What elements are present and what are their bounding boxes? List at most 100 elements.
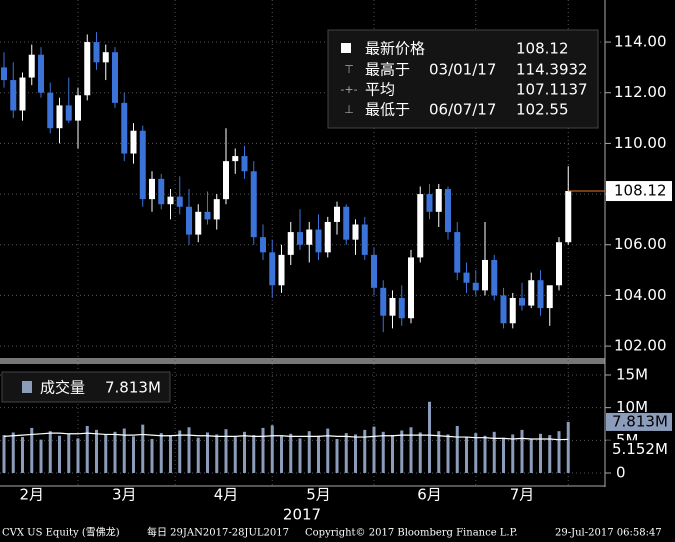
volume-bar	[113, 431, 117, 473]
candle-body	[306, 229, 313, 245]
volume-bar	[261, 427, 265, 473]
volume-bar	[502, 437, 505, 473]
volume-bar	[474, 433, 478, 473]
legend-icon	[341, 43, 351, 53]
candle-body	[343, 206, 350, 240]
volume-bar	[224, 429, 228, 473]
volume-bar	[298, 438, 302, 473]
legend-value: 107.1137	[516, 81, 588, 99]
volume-bar	[215, 434, 219, 473]
latest-price-tag	[606, 181, 672, 202]
candle-body	[500, 295, 507, 324]
volume-average-line	[3, 432, 569, 441]
candle-body	[445, 189, 451, 233]
y-tick-label: 104.00	[614, 286, 667, 304]
volume-bar	[437, 431, 441, 473]
legend-value: 102.55	[516, 101, 569, 119]
candle-body	[47, 92, 54, 129]
volume-bar	[141, 424, 145, 473]
candle-body	[158, 178, 165, 205]
volume-bar	[326, 428, 330, 473]
volume-bar	[30, 427, 34, 473]
y-tick-label: 112.00	[614, 83, 667, 101]
legend-value: 108.12	[516, 40, 569, 58]
volume-bar	[95, 429, 98, 473]
candle-body	[426, 194, 433, 212]
x-tick-label: 4月	[214, 486, 239, 504]
legend-label: 最新价格	[365, 40, 425, 58]
candle-body	[371, 254, 377, 288]
volume-bar	[511, 434, 515, 473]
volume-bar	[289, 433, 293, 473]
legend-label: 平均	[365, 81, 395, 99]
volume-bar	[307, 431, 311, 473]
candle-body	[204, 211, 211, 220]
y-tick-label: 102.00	[614, 337, 667, 355]
footer-copyright: Copyright© 2017 Bloomberg Finance L.P.	[305, 528, 518, 539]
candle-body	[213, 199, 220, 220]
candle-body	[491, 259, 498, 296]
candle-body	[287, 232, 294, 255]
candle-body	[10, 80, 17, 111]
candle-body	[361, 224, 368, 255]
candle-body	[482, 259, 488, 291]
candle-body	[130, 130, 137, 154]
volume-bar	[317, 435, 320, 473]
legend-label: 最高于	[365, 61, 410, 79]
volume-bar	[548, 435, 552, 473]
candle-body	[167, 196, 174, 205]
candle-body	[528, 280, 535, 306]
y-tick-label: 114.00	[614, 33, 667, 51]
volume-bar	[446, 434, 450, 473]
x-tick-label: 6月	[417, 486, 442, 504]
candle-body	[278, 254, 285, 286]
candle-body	[463, 272, 470, 283]
candle-body	[223, 161, 229, 200]
legend-value: 114.3932	[516, 61, 588, 79]
candle-body	[112, 52, 118, 103]
candle-body	[121, 102, 128, 154]
volume-bar	[539, 433, 542, 473]
legend-date: 03/01/17	[429, 61, 496, 79]
volume-bar	[39, 439, 43, 473]
candle-body	[1, 67, 7, 81]
candle-body	[38, 54, 44, 93]
latest-price-label: 108.12	[614, 182, 667, 200]
candle-body	[435, 189, 442, 212]
candle-body	[324, 221, 331, 253]
x-tick-label: 2月	[19, 486, 44, 504]
volume-bar	[76, 438, 80, 473]
candle-body	[565, 191, 572, 243]
volume-bar	[354, 434, 357, 473]
volume-bar	[196, 437, 200, 473]
volume-bar	[465, 437, 468, 473]
legend-icon: ⊤	[344, 63, 354, 76]
x-tick-label: 7月	[510, 486, 535, 504]
candle-body	[334, 206, 340, 222]
volume-legend-value: 7.813M	[105, 379, 161, 397]
volume-bar	[381, 431, 385, 473]
candle-body	[269, 252, 276, 286]
volume-bar	[418, 432, 422, 473]
legend-label: 最低于	[365, 101, 410, 119]
volume-bar	[48, 431, 52, 473]
volume-bar	[178, 430, 182, 473]
candle-body	[509, 297, 516, 324]
volume-bar	[280, 436, 283, 473]
candle-body	[75, 95, 81, 121]
footer-period: 每日 29JAN2017-28JUL2017	[147, 526, 289, 539]
candle-body	[195, 211, 202, 235]
volume-bar	[483, 435, 487, 473]
candle-body	[408, 257, 414, 319]
volume-bar	[11, 432, 15, 473]
candle-body	[176, 196, 183, 207]
volume-legend-icon	[22, 381, 32, 393]
candle-body	[19, 77, 26, 111]
volume-legend-label: 成交量	[40, 379, 85, 397]
volume-bar	[150, 439, 154, 473]
candle-body	[546, 285, 553, 309]
volume-average-tag	[606, 440, 672, 459]
volume-bar	[132, 436, 135, 473]
volume-bar	[529, 439, 533, 473]
volume-bar	[58, 435, 61, 473]
